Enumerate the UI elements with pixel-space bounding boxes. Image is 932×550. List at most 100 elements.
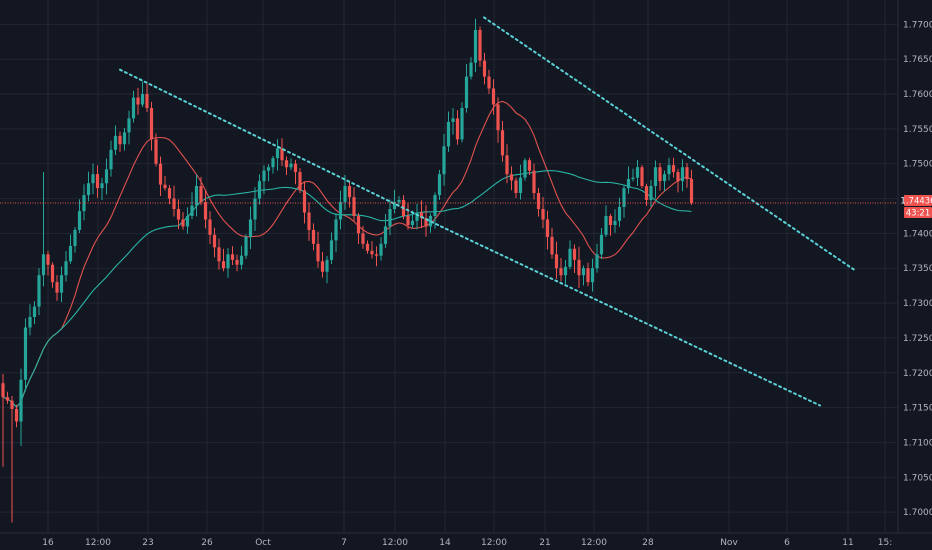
candle-body — [46, 254, 50, 265]
candle-body — [73, 229, 77, 246]
candle-body — [491, 88, 496, 105]
candle-body — [37, 275, 41, 307]
candle-body — [334, 219, 338, 241]
candle-body — [397, 199, 401, 203]
candle-body — [343, 186, 347, 203]
candle-body — [145, 94, 149, 108]
candle-body — [631, 177, 635, 180]
price-tags: 1.74436 43:21 — [900, 195, 932, 219]
trendline-1[interactable] — [119, 68, 442, 228]
ma-fast-line — [2, 100, 692, 408]
candle-body — [370, 250, 374, 255]
trendline-3[interactable] — [440, 225, 821, 407]
price-tick-label: 1.76000 — [903, 90, 932, 100]
candle-body — [478, 29, 482, 61]
candle-body — [451, 118, 455, 122]
last-price-value: 1.74436 — [900, 197, 932, 207]
candle-body — [275, 148, 280, 159]
candle-body — [433, 195, 437, 216]
trendlines — [119, 16, 856, 407]
candle-body — [5, 397, 10, 401]
candle-body — [685, 167, 689, 180]
countdown-tag — [904, 207, 932, 218]
candle-body — [617, 206, 622, 221]
candle-body — [55, 282, 59, 293]
candle-body — [149, 107, 154, 140]
candle-body — [158, 163, 163, 185]
candle-body — [446, 121, 451, 147]
price-tick-label: 1.77000 — [903, 20, 932, 30]
last-price-tag — [904, 195, 932, 206]
time-tick-label: 12:00 — [85, 538, 111, 548]
candle-body — [487, 76, 491, 89]
candle-body — [230, 254, 235, 260]
time-tick-label: 16 — [42, 538, 54, 548]
candle-body — [653, 167, 658, 187]
candle-body — [469, 62, 473, 77]
candle-body — [244, 236, 248, 256]
time-tick-label: Nov — [720, 538, 738, 548]
candle-body — [361, 233, 365, 244]
price-tick-label: 1.76500 — [903, 55, 932, 65]
candle-body — [667, 165, 671, 175]
candle-body — [460, 107, 464, 140]
price-tick-label: 1.73500 — [903, 264, 932, 274]
candle-body — [419, 212, 424, 219]
candle-body — [572, 248, 577, 260]
candle-body — [689, 179, 694, 203]
candle-body — [217, 247, 221, 262]
candle-body — [379, 243, 383, 256]
candle-body — [352, 197, 356, 216]
candle-body — [194, 186, 199, 206]
price-tick-label: 1.72500 — [903, 334, 932, 344]
candle-body — [172, 198, 176, 210]
candle-body — [662, 174, 667, 182]
candle-body — [257, 181, 262, 199]
time-tick-label: 7 — [341, 538, 347, 548]
candle-body — [509, 174, 514, 181]
candle-body — [64, 261, 68, 276]
candles — [1, 18, 694, 523]
candle-body — [563, 266, 568, 276]
time-tick-label: Oct — [255, 538, 271, 548]
candle-body — [271, 158, 275, 168]
price-axis[interactable]: 1.70000 1.70500 1.71000 1.71500 1.72000 1.725… — [903, 20, 932, 518]
countdown-value: 43:21 — [906, 209, 931, 219]
candle-body — [23, 327, 28, 380]
candle-body — [671, 165, 676, 173]
candle-body — [140, 94, 145, 105]
candle-body — [608, 215, 613, 226]
candle-body — [554, 254, 559, 269]
candle-body — [311, 229, 316, 244]
candle-body — [235, 259, 239, 265]
candle-body — [19, 379, 23, 422]
time-axis[interactable]: 16 12:00 23 26 Oct 7 12:00 14 12:00 21 12:00 28 Nov 6… — [42, 538, 892, 548]
candle-body — [176, 209, 181, 220]
candle-body — [410, 220, 415, 226]
trendline-2[interactable] — [483, 16, 856, 272]
candle-body — [10, 400, 14, 409]
candle-body — [505, 155, 509, 175]
candle-body — [113, 135, 118, 150]
candle-body — [100, 183, 104, 189]
candle-body — [595, 254, 599, 269]
candle-body — [302, 190, 307, 213]
candle-body — [284, 160, 289, 168]
candle-body — [347, 186, 352, 198]
time-tick-label: 6 — [784, 538, 790, 548]
candle-body — [356, 215, 361, 234]
candle-body — [41, 254, 46, 276]
candle-body — [599, 234, 604, 255]
candle-body — [320, 261, 325, 272]
candle-body — [536, 192, 541, 210]
candle-body — [262, 170, 266, 182]
price-tick-label: 1.75000 — [903, 160, 932, 170]
time-tick-label: 23 — [142, 538, 153, 548]
time-tick-label: 21 — [539, 538, 550, 548]
candle-body — [473, 29, 478, 63]
time-tick-label: 15: — [878, 538, 892, 548]
time-tick-label: 11 — [842, 538, 853, 548]
candle-body — [86, 183, 91, 196]
candle-body — [190, 205, 194, 216]
